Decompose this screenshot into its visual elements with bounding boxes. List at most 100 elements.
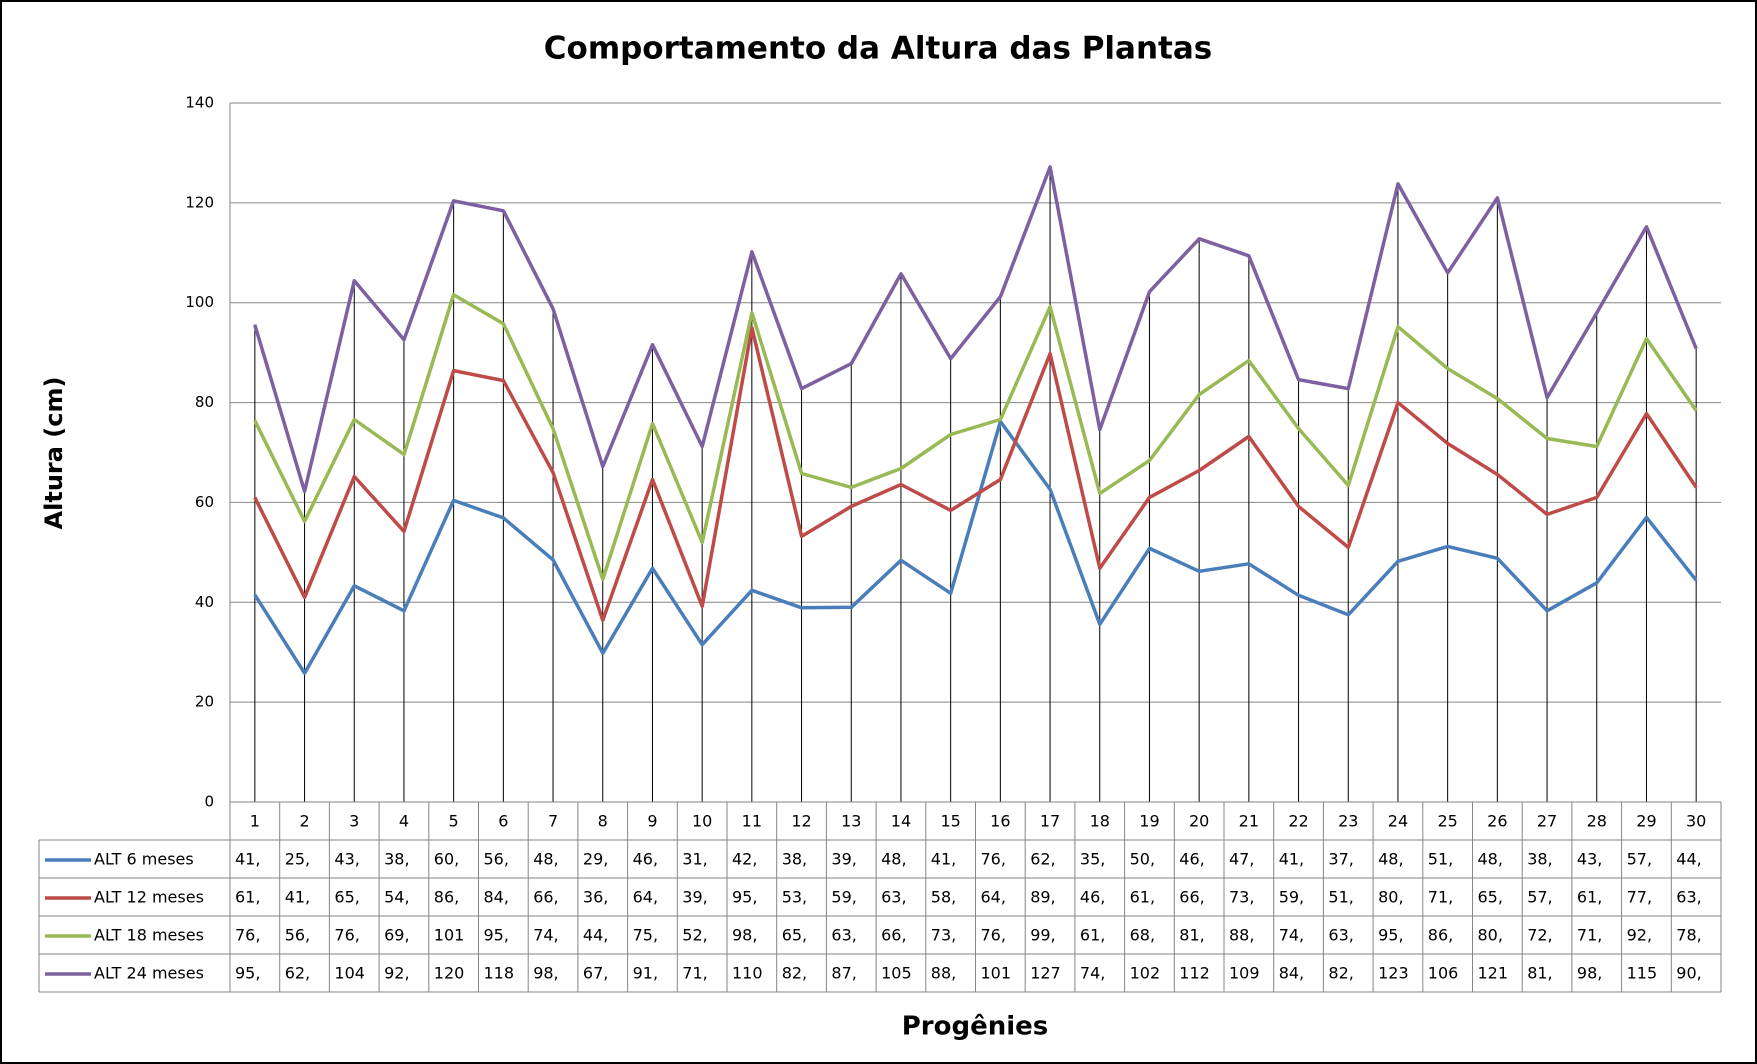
series-line <box>253 325 1698 623</box>
table-value: 62, <box>1030 850 1055 869</box>
table-value: 78, <box>1676 926 1701 945</box>
table-value: 98, <box>533 964 558 983</box>
table-value: 77, <box>1627 888 1652 907</box>
table-value: 41, <box>235 850 260 869</box>
table-value: 60, <box>434 850 459 869</box>
table-value: 63, <box>831 926 856 945</box>
x-tick-label: 12 <box>791 812 811 831</box>
table-value: 48, <box>533 850 558 869</box>
table-value: 80, <box>1478 926 1503 945</box>
table-value: 67, <box>583 964 608 983</box>
x-tick-label: 4 <box>399 812 409 831</box>
table-value: 37, <box>1328 850 1353 869</box>
table-value: 115 <box>1627 964 1658 983</box>
table-value: 64, <box>633 888 658 907</box>
table-value: 63, <box>1328 926 1353 945</box>
x-tick-label: 28 <box>1587 812 1607 831</box>
x-tick-label: 3 <box>349 812 359 831</box>
table-value: 64, <box>981 888 1006 907</box>
table-value: 61, <box>235 888 260 907</box>
x-tick-label: 9 <box>647 812 657 831</box>
table-value: 29, <box>583 850 608 869</box>
x-tick-label: 13 <box>841 812 861 831</box>
table-value: 82, <box>1328 964 1353 983</box>
table-value: 39, <box>831 850 856 869</box>
table-value: 54, <box>384 888 409 907</box>
x-tick-label: 30 <box>1686 812 1706 831</box>
table-value: 51, <box>1328 888 1353 907</box>
table-value: 76, <box>235 926 260 945</box>
table-value: 104 <box>334 964 365 983</box>
table-value: 48, <box>881 850 906 869</box>
table-value: 81, <box>1527 964 1552 983</box>
table-value: 86, <box>1428 926 1453 945</box>
legend-label: ALT 18 meses <box>94 926 204 945</box>
table-value: 74, <box>533 926 558 945</box>
table-value: 81, <box>1179 926 1204 945</box>
table-value: 56, <box>285 926 310 945</box>
table-value: 58, <box>931 888 956 907</box>
table-value: 99, <box>1030 926 1055 945</box>
table-value: 51, <box>1428 850 1453 869</box>
table-value: 47, <box>1229 850 1254 869</box>
table-value: 91, <box>633 964 658 983</box>
y-tick-label: 20 <box>195 693 214 711</box>
table-value: 66, <box>881 926 906 945</box>
table-value: 44, <box>583 926 608 945</box>
table-value: 123 <box>1378 964 1409 983</box>
table-value: 110 <box>732 964 763 983</box>
table-value: 61, <box>1577 888 1602 907</box>
table-value: 72, <box>1527 926 1552 945</box>
table-value: 90, <box>1676 964 1701 983</box>
x-tick-label: 10 <box>692 812 712 831</box>
table-value: 101 <box>981 964 1012 983</box>
table-value: 53, <box>782 888 807 907</box>
table-value: 63, <box>881 888 906 907</box>
table-value: 57, <box>1627 850 1652 869</box>
table-value: 65, <box>1478 888 1503 907</box>
table-value: 65, <box>782 926 807 945</box>
table-value: 71, <box>1428 888 1453 907</box>
y-tick-label: 0 <box>204 793 214 811</box>
table-value: 80, <box>1378 888 1403 907</box>
x-tick-label: 19 <box>1139 812 1159 831</box>
table-value: 102 <box>1130 964 1161 983</box>
x-tick-label: 14 <box>891 812 911 831</box>
table-value: 120 <box>434 964 465 983</box>
x-tick-label: 8 <box>598 812 608 831</box>
x-tick-label: 22 <box>1288 812 1308 831</box>
table-value: 56, <box>484 850 509 869</box>
table-value: 38, <box>384 850 409 869</box>
y-tick-label: 140 <box>185 94 214 112</box>
table-value: 127 <box>1030 964 1061 983</box>
table-value: 39, <box>682 888 707 907</box>
table-value: 121 <box>1478 964 1509 983</box>
x-axis-title: Progênies <box>902 1012 1049 1042</box>
table-value: 35, <box>1080 850 1105 869</box>
series-line <box>253 419 1698 675</box>
table-value: 95, <box>732 888 757 907</box>
table-value: 112 <box>1179 964 1210 983</box>
table-value: 41, <box>1279 850 1304 869</box>
table-value: 62, <box>285 964 310 983</box>
y-axis-title: Altura (cm) <box>40 377 68 530</box>
table-value: 84, <box>484 888 509 907</box>
x-tick-label: 15 <box>940 812 960 831</box>
table-value: 50, <box>1130 850 1155 869</box>
table-value: 98, <box>732 926 757 945</box>
table-value: 43, <box>1577 850 1602 869</box>
x-tick-label: 20 <box>1189 812 1209 831</box>
table-value: 71, <box>682 964 707 983</box>
table-value: 65, <box>334 888 359 907</box>
table-value: 82, <box>782 964 807 983</box>
table-value: 25, <box>285 850 310 869</box>
table-value: 106 <box>1428 964 1459 983</box>
x-tick-label: 21 <box>1239 812 1259 831</box>
table-value: 75, <box>633 926 658 945</box>
table-value: 84, <box>1279 964 1304 983</box>
table-value: 66, <box>533 888 558 907</box>
table-value: 76, <box>981 926 1006 945</box>
table-value: 109 <box>1229 964 1260 983</box>
table-value: 44, <box>1676 850 1701 869</box>
